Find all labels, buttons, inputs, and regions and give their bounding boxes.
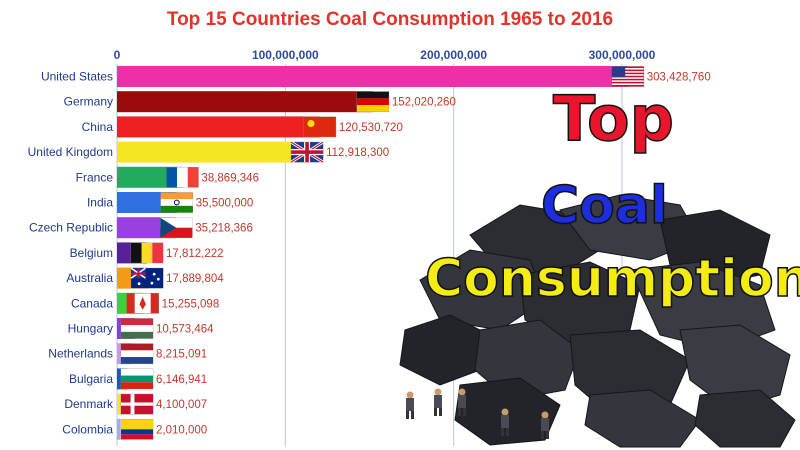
- category-label: Belgium: [70, 246, 113, 260]
- value-label: 2,010,000: [156, 424, 207, 436]
- belgium-flag-icon: [130, 242, 164, 264]
- category-label: Netherlands: [48, 347, 113, 361]
- value-label: 120,530,720: [339, 122, 403, 134]
- x-tick-label: 100,000,000: [252, 48, 319, 62]
- chart-title: Top 15 Countries Coal Consumption 1965 t…: [167, 9, 613, 30]
- value-label: 303,428,760: [647, 72, 711, 84]
- category-label: India: [87, 196, 113, 210]
- us-flag-icon: [611, 66, 645, 87]
- category-label: France: [76, 170, 114, 184]
- category-label: United States: [41, 70, 113, 84]
- value-label: 6,146,941: [156, 374, 207, 386]
- category-label: United Kingdom: [28, 145, 113, 159]
- netherlands-flag-icon: [120, 343, 154, 364]
- value-label: 10,573,464: [156, 324, 214, 336]
- denmark-flag-icon: [120, 393, 154, 415]
- overlay-text-top: Top: [552, 82, 675, 155]
- x-tick-label: 0: [114, 48, 121, 62]
- category-label: Czech Republic: [29, 221, 113, 235]
- x-tick-label: 300,000,000: [589, 48, 656, 62]
- category-label: China: [82, 120, 114, 134]
- uk-flag-icon: [290, 140, 324, 164]
- overlay-text-coal: Coal: [540, 176, 668, 236]
- canada-flag-icon: [126, 293, 159, 314]
- china-flag-icon: [303, 116, 337, 138]
- value-label: 4,100,007: [156, 399, 207, 411]
- value-label: 17,889,804: [166, 273, 224, 285]
- bar-china: [117, 116, 320, 138]
- category-label: Colombia: [62, 422, 113, 436]
- germany-flag-icon: [356, 91, 390, 112]
- australia-flag-icon: [130, 267, 164, 289]
- value-label: 152,020,260: [392, 97, 456, 109]
- value-label: 17,812,222: [166, 248, 224, 260]
- value-label: 15,255,098: [162, 298, 220, 310]
- value-label: 38,869,346: [201, 172, 259, 184]
- india-flag-icon: [160, 192, 194, 213]
- hungary-flag-icon: [120, 318, 154, 339]
- bulgaria-flag-icon: [120, 368, 154, 390]
- overlay-text-consumption: Consumption: [424, 249, 800, 309]
- value-label: 35,500,000: [196, 198, 254, 210]
- category-label: Bulgaria: [69, 372, 113, 386]
- bar-united-kingdom: [117, 141, 308, 163]
- category-label: Germany: [64, 95, 113, 109]
- bar-united-states: [117, 66, 628, 87]
- coal-pile-image: [399, 194, 796, 448]
- bar-denmark: [117, 393, 124, 415]
- value-label: 112,918,300: [326, 147, 389, 159]
- czech-flag-icon: [160, 217, 193, 238]
- x-tick-label: 200,000,000: [420, 48, 487, 62]
- colombia-flag-icon: [120, 419, 154, 440]
- category-label: Australia: [66, 271, 113, 285]
- bar-germany: [117, 91, 373, 113]
- category-label: Denmark: [64, 397, 114, 411]
- bar-colombia: [117, 418, 121, 440]
- category-label: Canada: [71, 296, 113, 310]
- bar-france: [117, 166, 183, 188]
- value-label: 35,218,366: [195, 223, 253, 235]
- category-label: Hungary: [68, 322, 113, 336]
- value-label: 8,215,091: [156, 349, 207, 361]
- france-flag-icon: [166, 167, 199, 188]
